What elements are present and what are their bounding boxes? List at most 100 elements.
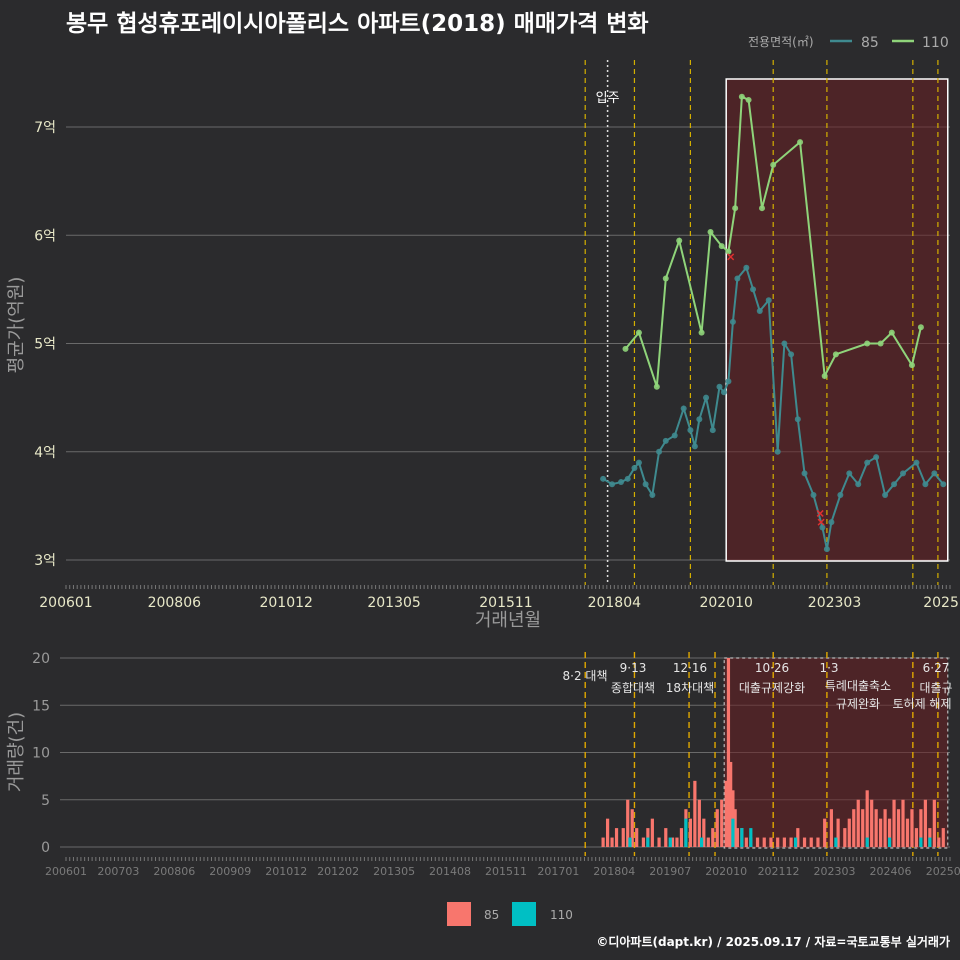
move-in-label: 입주 xyxy=(596,91,620,106)
volume-bar-85 xyxy=(892,799,896,847)
volume-bar-85 xyxy=(697,799,701,847)
volume-bar-85 xyxy=(688,818,692,847)
volume-bar-85 xyxy=(802,837,807,847)
price-point-85 xyxy=(837,492,844,499)
volume-bar-85 xyxy=(823,818,827,847)
volume-bar-110 xyxy=(699,837,704,847)
volume-bar-85 xyxy=(733,809,737,847)
volume-y-tick-label: 5 xyxy=(41,793,50,809)
price-point-110 xyxy=(877,340,884,347)
price-y-tick-label: 7억 xyxy=(34,120,56,136)
volume-x-tick-label: 202406 xyxy=(869,865,911,878)
volume-bar-85 xyxy=(601,837,605,847)
price-point-110 xyxy=(662,275,669,282)
price-point-85 xyxy=(618,479,625,486)
policy-label-desc: 대출규제강화 xyxy=(739,681,805,695)
volume-bar-85 xyxy=(937,837,941,847)
price-point-110 xyxy=(832,351,839,358)
price-point-110 xyxy=(759,205,766,212)
volume-bar-85 xyxy=(706,837,710,847)
price-y-tick-label: 4억 xyxy=(34,445,56,461)
volume-bar-110 xyxy=(628,837,632,847)
price-point-110 xyxy=(797,139,804,146)
top-policy-lines xyxy=(584,60,939,585)
legend-110-label: 110 xyxy=(922,35,949,51)
price-point-110 xyxy=(622,345,629,352)
price-point-85 xyxy=(873,454,880,461)
price-x-tick-label: 201511 xyxy=(479,595,532,611)
volume-bar-85 xyxy=(621,828,625,847)
legend-85-label: 85 xyxy=(861,35,879,51)
price-y-tick-label: 5억 xyxy=(34,337,56,353)
volume-bar-110 xyxy=(887,837,892,847)
volume-bar-85 xyxy=(711,828,715,847)
policy-label-desc: 종합대책 xyxy=(611,680,655,695)
volume-bar-85 xyxy=(836,818,840,847)
volume-bar-110 xyxy=(919,837,923,847)
price-point-85 xyxy=(671,432,678,439)
volume-bar-110 xyxy=(793,837,798,847)
price-point-85 xyxy=(631,464,638,471)
price-point-85 xyxy=(823,546,830,553)
volume-x-tick-label: 202112 xyxy=(758,865,800,878)
volume-y-tick-label: 10 xyxy=(32,746,50,762)
price-point-85 xyxy=(691,443,698,450)
legend-title: 전용면적(㎡) xyxy=(748,35,814,49)
footer-credit: ©디아파트(dapt.kr) / 2025.09.17 / 자료=국토교통부 실… xyxy=(596,935,950,949)
policy-labels: 8·2 대책 9·13 종합대책 12·16 18차대책 10·26 대출규제강화 1·3 규제… xyxy=(563,661,953,711)
policy-label-date: 1·3 xyxy=(819,661,838,675)
price-point-85 xyxy=(788,351,795,358)
price-point-85 xyxy=(725,378,732,385)
price-point-85 xyxy=(662,437,669,444)
volume-bar-85 xyxy=(847,818,851,847)
volume-bar-85 xyxy=(630,809,634,847)
price-point-85 xyxy=(624,475,631,482)
price-x-ticks: 200601 200806 201012 201305 201511 201804 2020… xyxy=(39,585,959,611)
price-point-85 xyxy=(716,383,723,390)
volume-bar-85 xyxy=(724,780,728,847)
legend-bar-85-label: 85 xyxy=(484,908,499,922)
volume-bar-85 xyxy=(923,799,927,847)
volume-bar-85 xyxy=(914,828,919,847)
volume-x-tick-label: 202303 xyxy=(814,865,856,878)
price-x-tick-label: 201804 xyxy=(588,595,642,611)
volume-bars xyxy=(601,658,945,847)
cancelled-deal-marker xyxy=(727,253,735,261)
price-x-tick-label: 202010 xyxy=(699,595,752,611)
volume-y-axis-label: 거래량(건) xyxy=(6,712,27,792)
volume-bar-85 xyxy=(809,837,813,847)
price-point-110 xyxy=(745,96,752,103)
volume-bar-85 xyxy=(789,837,793,847)
price-y-tick-label: 6억 xyxy=(34,228,56,244)
price-point-85 xyxy=(864,459,871,466)
price-point-85 xyxy=(801,470,808,477)
policy-label-date: 10·26 xyxy=(755,661,789,675)
price-series-110-line xyxy=(624,95,922,388)
price-point-110 xyxy=(821,372,828,379)
chart-title: 봉무 협성휴포레이시아폴리스 아파트(2018) 매매가격 변화 xyxy=(66,11,649,37)
volume-bar-85 xyxy=(729,761,733,847)
volume-bar-85 xyxy=(816,837,820,847)
volume-bar-110 xyxy=(928,837,932,847)
price-point-85 xyxy=(750,286,757,293)
price-y-tick-label: 3억 xyxy=(34,553,56,569)
volume-x-tick-label: 201408 xyxy=(429,865,471,878)
price-point-85 xyxy=(900,470,907,477)
volume-bar-85 xyxy=(614,828,619,847)
price-x-axis-label: 거래년월 xyxy=(475,610,541,631)
price-y-ticks: 3억 4억 5억 6억 7억 xyxy=(34,120,56,569)
price-x-tick-label: 202303 xyxy=(808,595,861,611)
price-point-110 xyxy=(653,383,660,390)
policy-label-date: 12·16 xyxy=(673,661,707,675)
volume-x-tick-label: 201511 xyxy=(485,865,527,878)
price-point-110 xyxy=(888,329,895,336)
volume-bar-85 xyxy=(776,837,780,847)
policy-label-desc: 18차대책 xyxy=(666,680,714,695)
volume-x-tick-label: 200909 xyxy=(209,865,251,878)
price-point-85 xyxy=(765,297,772,304)
price-point-85 xyxy=(642,481,649,488)
price-x-tick-label: 2025 xyxy=(923,595,959,611)
volume-bar-110 xyxy=(740,828,744,847)
price-point-85 xyxy=(656,448,663,455)
